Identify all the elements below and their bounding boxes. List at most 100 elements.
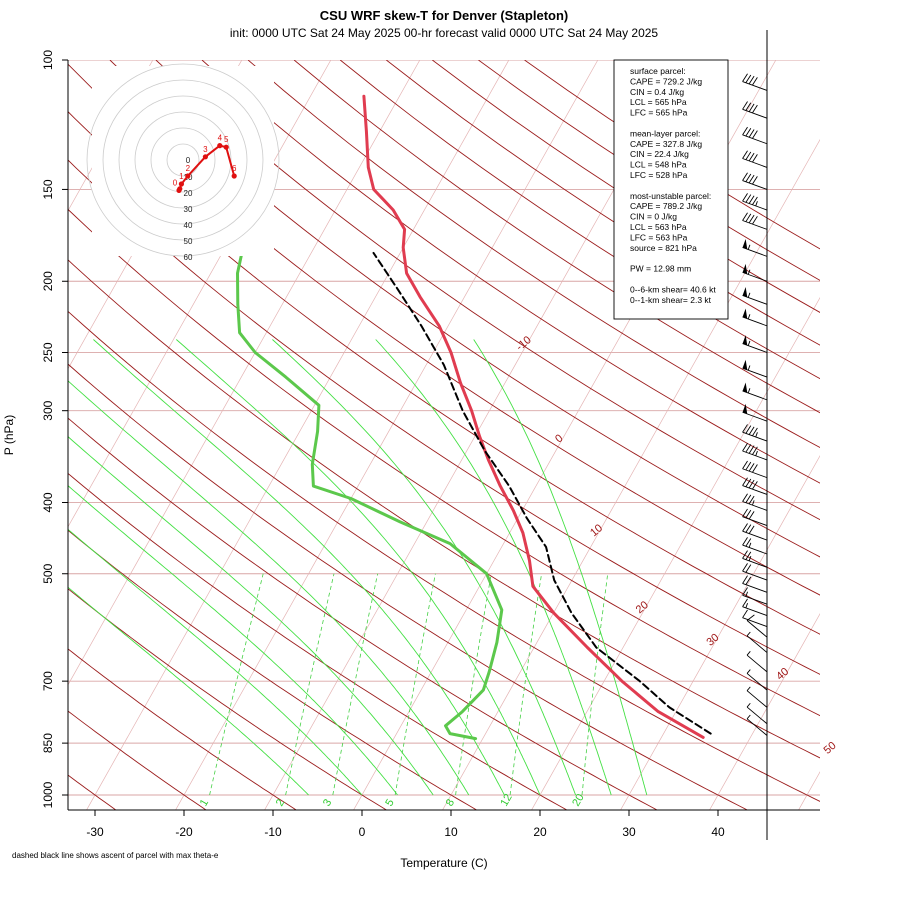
barb-feather xyxy=(746,152,751,160)
grid-labels: 1 2 3 5 8 12 20-1001020304050 xyxy=(198,334,839,808)
info-box-line: CAPE = 789.2 J/kg xyxy=(630,201,702,211)
hodograph-point-label: 2 xyxy=(186,164,191,173)
info-box-line: LFC = 563 hPa xyxy=(630,232,688,242)
barb-half-feather xyxy=(747,715,750,719)
y-tick-label: 300 xyxy=(41,400,55,420)
footnote: dashed black line shows ascent of parcel… xyxy=(12,851,219,860)
x-tick-label: -10 xyxy=(264,825,282,839)
barb-feather xyxy=(746,525,751,533)
barb-feather xyxy=(746,426,751,434)
info-box-line: LFC = 565 hPa xyxy=(630,108,688,118)
barb-half-feather xyxy=(756,451,758,456)
barb-half-feather xyxy=(748,293,750,298)
x-tick-label: 20 xyxy=(533,825,547,839)
info-box-line: CIN = 0.4 J/kg xyxy=(630,87,684,97)
y-tick-label: 500 xyxy=(41,563,55,583)
parcel-info-box: surface parcel:CAPE = 729.2 J/kgCIN = 0.… xyxy=(614,60,728,319)
hodograph-ring-label: 40 xyxy=(184,221,193,230)
barb-half-feather xyxy=(748,388,750,393)
y-tick-label: 200 xyxy=(41,271,55,291)
hodograph-point xyxy=(185,173,190,178)
x-axis-label: Temperature (C) xyxy=(400,856,487,870)
barb-shaft xyxy=(747,655,767,672)
info-box-line: source = 821 hPa xyxy=(630,243,697,253)
isotherm-label: 30 xyxy=(704,632,721,649)
y-tick-label: 150 xyxy=(41,179,55,199)
x-tick-label: 30 xyxy=(622,825,636,839)
barb-feather xyxy=(746,75,751,83)
wind-barb xyxy=(743,335,767,352)
barb-feather xyxy=(746,495,751,503)
barb-feather xyxy=(743,74,748,82)
barb-feather xyxy=(746,444,751,452)
info-box-line: PW = 12.98 mm xyxy=(630,264,691,274)
barb-flag xyxy=(743,309,748,319)
wind-barb xyxy=(747,615,767,637)
barb-shaft xyxy=(743,618,767,627)
barb-feather xyxy=(752,154,757,162)
barb-feather xyxy=(752,77,757,85)
mixing-ratio-line xyxy=(510,574,541,795)
y-tick-label: 250 xyxy=(41,342,55,362)
x-tick-label: -30 xyxy=(86,825,104,839)
info-box-line: CIN = 0 J/kg xyxy=(630,212,677,222)
info-box-line: CIN = 22.4 J/kg xyxy=(630,149,689,159)
barb-feather xyxy=(743,193,748,201)
barb-shaft xyxy=(743,317,767,326)
barb-feather xyxy=(746,510,751,518)
barb-feather xyxy=(746,174,751,182)
barb-feather xyxy=(743,213,748,221)
wind-barb xyxy=(743,287,767,304)
barb-feather xyxy=(743,610,748,618)
barb-half-feather xyxy=(747,632,750,636)
barb-flag xyxy=(743,383,748,393)
mixing-ratio-line xyxy=(210,574,264,795)
hodograph-point xyxy=(203,154,208,159)
barb-feather xyxy=(746,128,751,136)
barb-feather xyxy=(749,76,754,84)
mixing-ratio-line xyxy=(582,574,608,795)
barb-half-feather xyxy=(748,366,750,371)
barb-feather xyxy=(752,216,757,224)
barb-flag xyxy=(743,360,748,370)
barb-feather xyxy=(743,537,748,545)
barb-half-feather xyxy=(756,201,758,206)
barb-feather xyxy=(743,151,748,159)
wind-barb xyxy=(743,509,767,526)
info-box-line: LFC = 528 hPa xyxy=(630,170,688,180)
mixing-ratio-label: 1 xyxy=(198,797,211,808)
barb-feather xyxy=(749,511,754,519)
barb-feather xyxy=(749,446,754,454)
hodograph-point-label: 5 xyxy=(224,135,229,144)
info-box-line: surface parcel: xyxy=(630,66,686,76)
moist-adiabat xyxy=(0,340,398,796)
barb-feather xyxy=(743,173,748,181)
wind-barb xyxy=(743,309,767,326)
moist-adiabat xyxy=(0,340,433,796)
barb-feather xyxy=(749,427,754,435)
barb-half-feather xyxy=(746,603,748,608)
barb-half-feather xyxy=(749,543,751,548)
barb-feather xyxy=(743,443,748,451)
barb-feather xyxy=(746,462,751,470)
mixing-ratio-line xyxy=(395,574,435,795)
wind-barb xyxy=(743,523,767,540)
barb-half-feather xyxy=(747,670,750,674)
barb-half-feather xyxy=(747,687,750,691)
wind-barb xyxy=(743,478,767,495)
barb-feather xyxy=(743,576,748,584)
isotherm xyxy=(709,60,900,811)
barb-flag xyxy=(743,287,748,297)
barb-feather xyxy=(749,526,754,534)
hodograph-point-label: 3 xyxy=(203,145,208,154)
y-axis-label: P (hPa) xyxy=(2,415,16,455)
info-box-line: LCL = 563 hPa xyxy=(630,222,687,232)
barb-feather xyxy=(747,615,754,621)
info-box-line: 0--6-km shear= 40.6 kt xyxy=(630,284,716,294)
barb-feather xyxy=(749,104,754,112)
barb-feather xyxy=(743,102,748,110)
wind-barb xyxy=(743,461,767,478)
mixing-ratio-label: 5 xyxy=(383,797,396,808)
barb-flag xyxy=(743,264,748,274)
info-box-line: LCL = 565 hPa xyxy=(630,97,687,107)
